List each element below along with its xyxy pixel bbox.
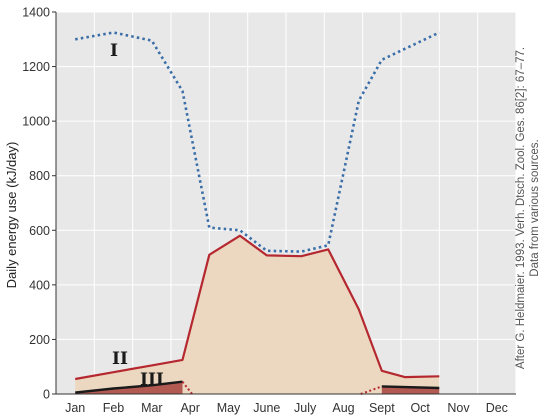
y-tick-label: 1400: [22, 6, 50, 20]
x-tick-label: Aug: [332, 401, 354, 415]
y-tick-label: 1000: [22, 115, 50, 129]
source-credit-line-1: After G. Heldmaier. 1993. Verh. Dtsch. Z…: [515, 47, 527, 369]
x-tick-label: Jan: [65, 401, 85, 415]
y-tick-label: 200: [29, 333, 50, 347]
source-credit-line-2: Data from various sources.: [529, 139, 541, 276]
x-tick-label: Oct: [410, 401, 430, 415]
x-tick-label: Feb: [103, 401, 125, 415]
y-tick-label: 600: [29, 224, 50, 238]
y-tick-label: 0: [43, 388, 50, 402]
x-tick-label: Nov: [447, 401, 470, 415]
y-tick-label: 800: [29, 169, 50, 183]
series-label-III: III: [140, 370, 164, 390]
x-tick-label: Mar: [141, 401, 163, 415]
series-label-II: II: [112, 349, 128, 369]
x-tick-label: June: [253, 401, 280, 415]
x-tick-label: Apr: [180, 401, 199, 415]
series-III-dropoff: [360, 385, 383, 395]
y-axis: 0 200 400 600 800 1000 1200 1400: [22, 6, 57, 402]
series-II-area: [75, 235, 440, 394]
series-label-I: I: [110, 41, 118, 61]
series-III-line-late: [381, 385, 440, 390]
series-III-line: [75, 380, 183, 394]
y-tick-label: 400: [29, 278, 50, 292]
source-credit: After G. Heldmaier. 1993. Verh. Dtsch. Z…: [515, 47, 541, 369]
x-tick-label: July: [294, 401, 317, 415]
series-lines: [74, 31, 440, 395]
y-tick-label: 1200: [22, 60, 50, 74]
x-tick-label: Dec: [486, 401, 508, 415]
x-tick-label: Sept: [369, 401, 395, 415]
x-tick-label: May: [217, 401, 241, 415]
y-axis-label: Daily energy use (kJ/day): [4, 142, 19, 289]
series-II-line: [75, 234, 440, 381]
x-axis: Jan Feb Mar Apr May June July Aug Sept Oct Nov Dec: [56, 393, 516, 415]
